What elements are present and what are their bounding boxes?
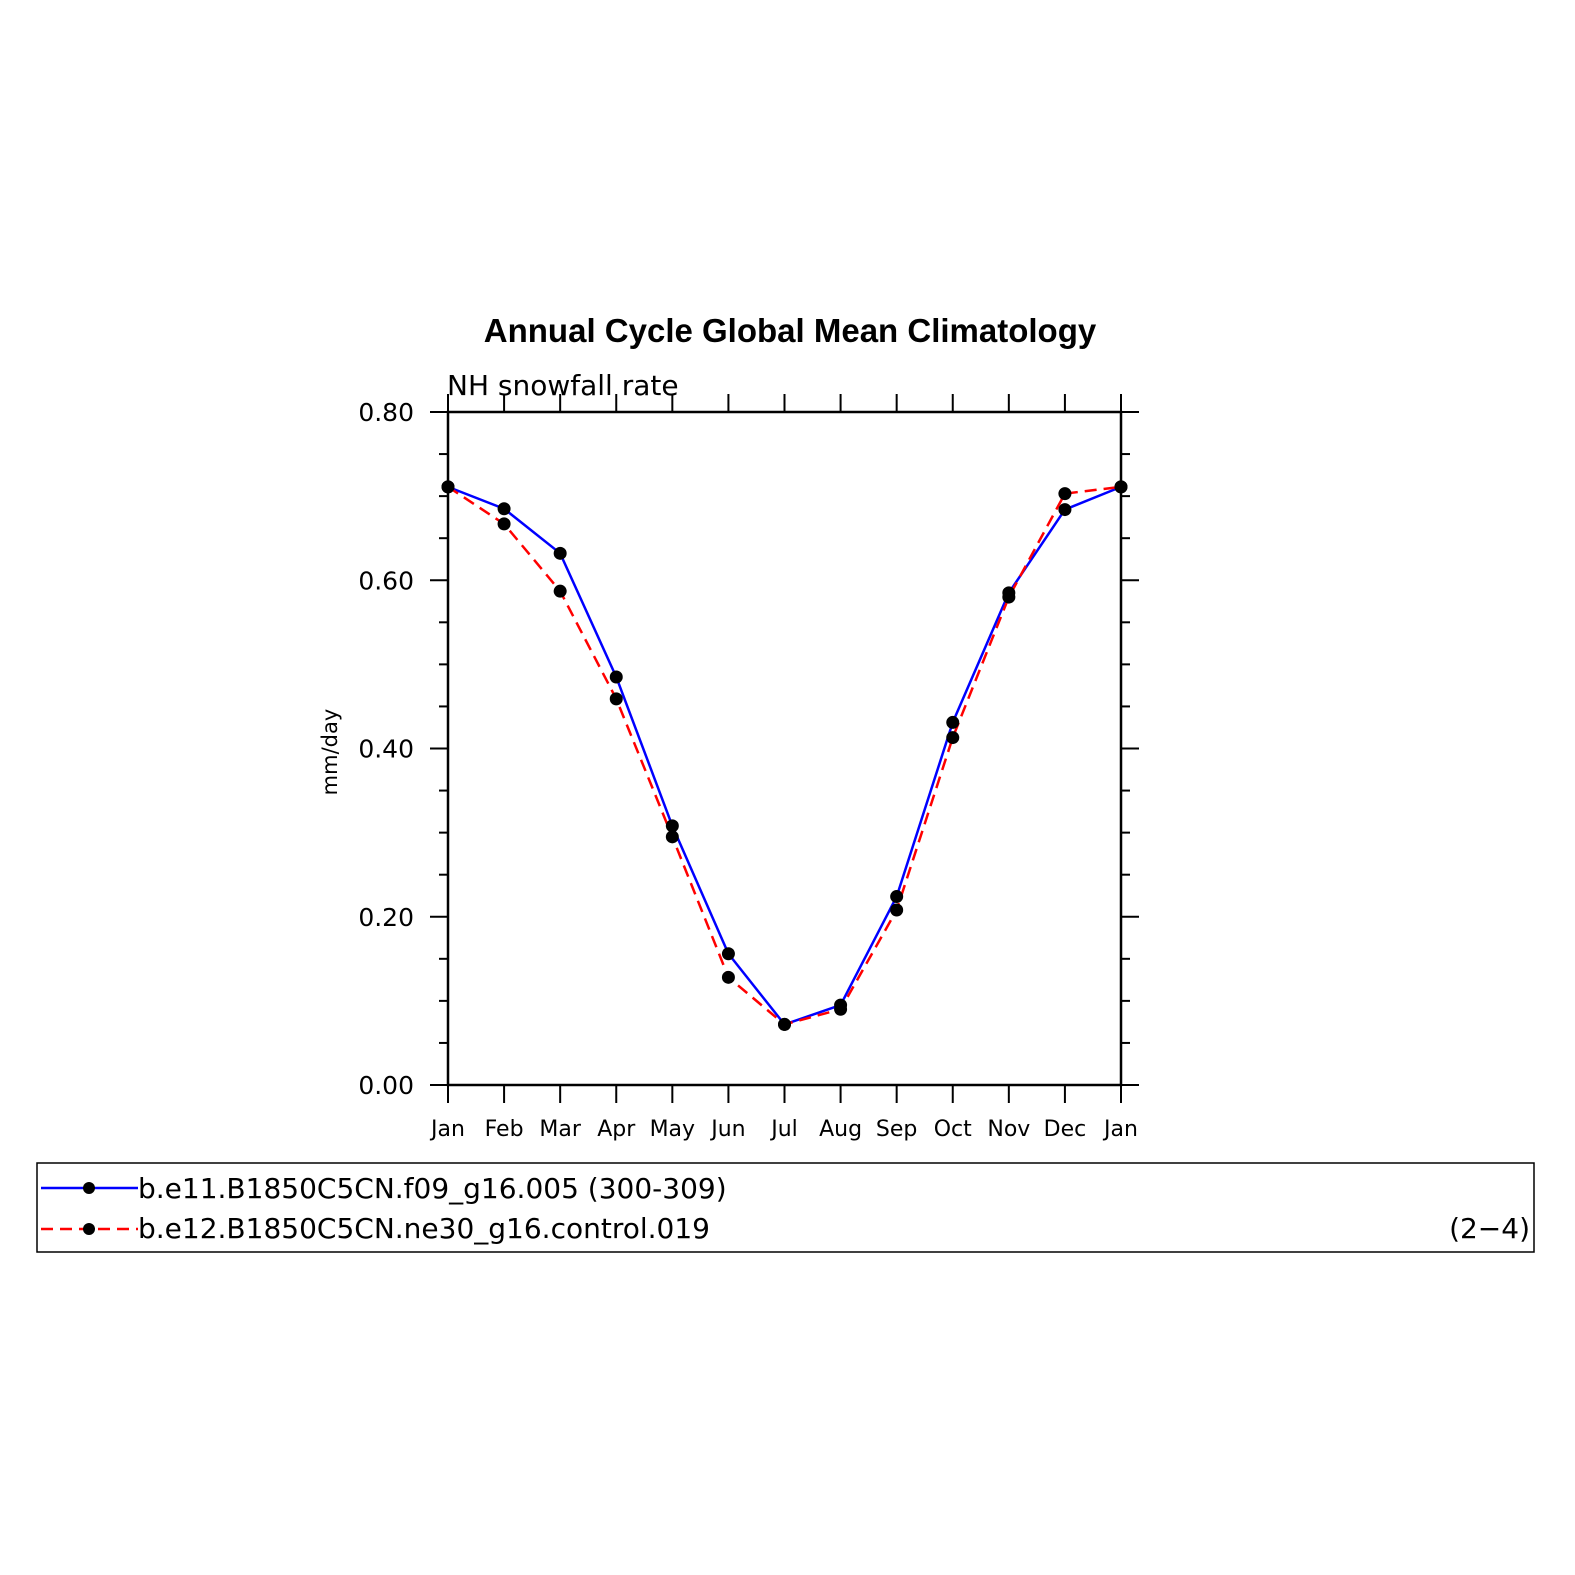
y-axis-label: mm/day xyxy=(318,709,342,796)
data-point-series-2 xyxy=(1002,590,1016,604)
plot-frame xyxy=(446,410,1123,1087)
y-tick-label: 0.00 xyxy=(358,1071,414,1100)
x-tick-label: Jul xyxy=(769,1117,798,1142)
series-layer xyxy=(441,480,1128,1031)
x-tick-label: Nov xyxy=(987,1117,1030,1142)
data-point-series-1 xyxy=(946,715,960,729)
x-tick-label: Sep xyxy=(876,1117,917,1142)
x-tick-label: Oct xyxy=(934,1117,972,1142)
legend-box xyxy=(36,1162,1535,1253)
chart-title: Annual Cycle Global Mean Climatology xyxy=(484,312,1097,349)
data-point-series-1 xyxy=(553,546,567,560)
data-point-series-1 xyxy=(721,947,735,961)
data-point-series-2 xyxy=(721,970,735,984)
legend-marker-series-2 xyxy=(83,1223,95,1235)
legend: b.e11.B1850C5CN.f09_g16.005 (300-309) b.… xyxy=(36,1162,1535,1253)
data-point-series-2 xyxy=(497,517,511,531)
data-point-series-2 xyxy=(441,480,455,494)
series-line-1 xyxy=(447,485,1122,1026)
x-tick-label: Jan xyxy=(1102,1117,1138,1142)
y-tick-label: 0.40 xyxy=(358,735,414,764)
legend-marker-series-1 xyxy=(83,1182,95,1194)
y-tick-label: 0.60 xyxy=(358,566,414,595)
data-point-series-2 xyxy=(778,1017,791,1031)
data-point-series-1 xyxy=(665,819,679,833)
data-point-series-1 xyxy=(609,670,623,684)
legend-label-series-1: b.e11.B1850C5CN.f09_g16.005 (300-309) xyxy=(138,1172,727,1205)
legend-label-series-2: b.e12.B1850C5CN.ne30_g16.control.019 xyxy=(138,1212,710,1245)
x-tick-label: Jun xyxy=(709,1117,745,1142)
x-tick-label: Mar xyxy=(539,1117,581,1142)
y-tick-label: 0.80 xyxy=(358,398,414,427)
data-point-series-2 xyxy=(946,731,960,745)
x-tick-label: Feb xyxy=(485,1117,524,1142)
legend-note: (2−4) xyxy=(1449,1212,1530,1245)
chart-subtitle: NH snowfall rate xyxy=(447,369,679,402)
data-point-series-2 xyxy=(665,830,679,844)
data-point-series-2 xyxy=(1114,480,1128,494)
data-point-series-1 xyxy=(890,890,904,904)
x-tick-label: Dec xyxy=(1044,1117,1087,1142)
data-point-series-2 xyxy=(553,584,567,598)
y-tick-label: 0.20 xyxy=(358,903,414,932)
data-point-series-2 xyxy=(1058,487,1072,501)
data-point-series-2 xyxy=(609,692,623,706)
axis-ticks xyxy=(430,394,1139,1103)
x-tick-label: Jan xyxy=(429,1117,465,1142)
x-tick-label: May xyxy=(650,1117,695,1142)
axes xyxy=(446,410,1123,1087)
series-line-2 xyxy=(447,485,1122,1026)
data-point-series-1 xyxy=(497,502,511,516)
x-tick-label: Aug xyxy=(819,1117,862,1142)
data-point-series-2 xyxy=(890,903,904,917)
data-point-series-1 xyxy=(1058,503,1072,517)
data-point-series-2 xyxy=(834,1002,848,1016)
x-tick-label: Apr xyxy=(597,1117,636,1142)
tick-labels: 0.00 0.20 0.40 0.60 0.80 Jan Feb Mar Apr May Jun Ju… xyxy=(358,398,1138,1142)
